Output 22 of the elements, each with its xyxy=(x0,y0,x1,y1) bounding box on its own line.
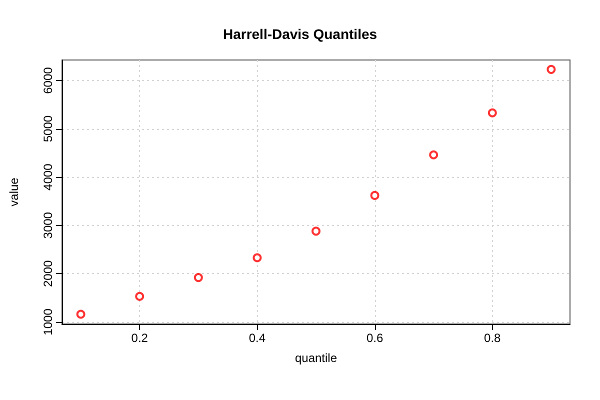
point xyxy=(135,292,144,301)
point xyxy=(429,150,438,160)
y-tick-label: 5000 xyxy=(41,115,55,142)
y-axis-title: value xyxy=(7,177,21,206)
point xyxy=(194,273,203,282)
x-tick-label: 0.6 xyxy=(366,331,384,345)
point xyxy=(312,226,320,236)
point xyxy=(370,190,380,200)
chart-title: Harrell-Davis Quantiles xyxy=(222,26,378,42)
point xyxy=(76,310,86,319)
y-tick-label: 1000 xyxy=(41,308,55,336)
point xyxy=(252,253,262,262)
x-tick-label: 0.4 xyxy=(248,331,266,345)
point xyxy=(488,108,497,118)
y-tick-label: 2000 xyxy=(41,260,55,288)
x-axis-title: quantile xyxy=(294,351,338,365)
y-tick-label: 4000 xyxy=(41,163,55,190)
y-tick-label: 3000 xyxy=(41,212,55,239)
point xyxy=(546,64,556,74)
x-tick-label: 0.8 xyxy=(484,331,502,345)
x-tick-label: 0.2 xyxy=(131,331,148,345)
y-tick-label: 6000 xyxy=(41,66,55,94)
